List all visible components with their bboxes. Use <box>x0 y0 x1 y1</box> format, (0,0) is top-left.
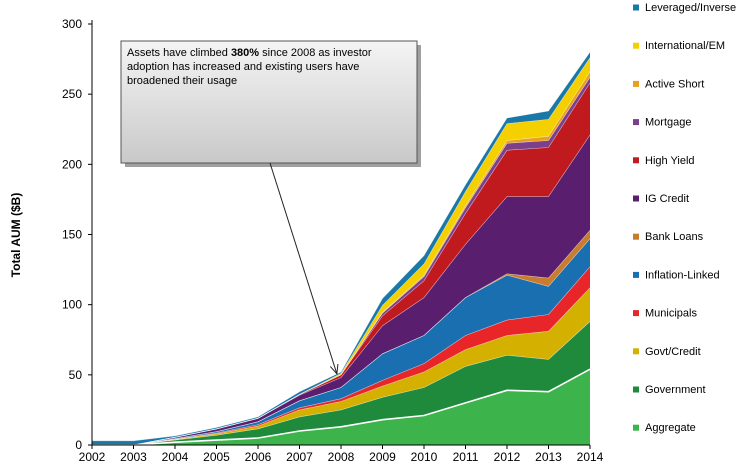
callout-box <box>120 40 418 164</box>
x-tick-label: 2006 <box>245 450 272 463</box>
y-tick-label: 250 <box>62 87 82 101</box>
x-tick-label: 2002 <box>79 450 106 463</box>
legend-label: Bank Loans <box>645 231 704 243</box>
legend-swatch <box>633 233 639 240</box>
y-tick-label: 50 <box>69 368 83 382</box>
x-tick-label: 2008 <box>328 450 355 463</box>
callout-arrowhead <box>329 363 339 375</box>
y-tick-label: 100 <box>62 298 82 312</box>
legend-swatch <box>633 310 639 317</box>
callout-line-3: broadened their usage <box>127 75 237 87</box>
legend-label: Municipals <box>645 308 697 320</box>
callout-line-1: Assets have climbed 380% since 2008 as i… <box>127 47 372 59</box>
legend-swatch <box>633 348 639 355</box>
legend-label: Active Short <box>645 78 704 90</box>
area-government <box>92 321 590 445</box>
x-tick-label: 2014 <box>577 450 604 463</box>
callout-line-2: adoption has increased and existing user… <box>127 61 359 73</box>
y-tick-label: 200 <box>62 157 82 171</box>
edge-bank-loans <box>92 230 591 446</box>
x-tick-label: 2012 <box>494 450 521 463</box>
y-tick-label: 150 <box>62 228 82 242</box>
area-aggregate <box>92 369 590 445</box>
x-tick-label: 2005 <box>203 450 230 463</box>
series-edge-lines <box>92 51 591 446</box>
x-tick-label: 2010 <box>411 450 438 463</box>
x-tick-label: 2007 <box>286 450 313 463</box>
legend-swatch <box>633 386 639 393</box>
legend-label: Aggregate <box>645 422 696 434</box>
legend-label: Mortgage <box>645 117 691 129</box>
legend: Leveraged/Inverse International/EM Active … <box>633 2 736 434</box>
x-tick-label: 2011 <box>453 450 479 463</box>
edge-municipals <box>92 266 591 446</box>
legend-label: International/EM <box>645 40 725 52</box>
area-series-group <box>92 52 590 446</box>
x-tick-label: 2009 <box>369 450 396 463</box>
edge-government <box>92 321 591 446</box>
legend-swatch <box>633 424 639 431</box>
y-axis-label: Total AUM ($B) <box>9 193 23 278</box>
legend-label: Government <box>645 384 706 396</box>
y-tick-label: 0 <box>75 438 82 452</box>
legend-label: IG Credit <box>645 193 689 205</box>
callout-arrow <box>269 162 338 374</box>
x-tick-label: 2013 <box>535 450 562 463</box>
area-ig-credit <box>92 134 590 445</box>
edge-leveraged-inverse <box>92 51 591 442</box>
legend-swatch <box>633 157 639 164</box>
edge-aggregate <box>92 368 591 446</box>
legend-label: Leveraged/Inverse <box>645 2 736 14</box>
legend-label: Inflation-Linked <box>645 269 720 281</box>
y-tick-label: 300 <box>62 17 82 31</box>
legend-swatch <box>633 4 639 11</box>
legend-swatch <box>633 119 639 126</box>
axes: 0 50 100 150 200 250 300 2002 2003 2004 2005 2006 20… <box>62 17 604 463</box>
legend-swatch <box>633 42 639 49</box>
legend-label: Govt/Credit <box>645 346 701 358</box>
annotation-callout: Assets have climbed 380% since 2008 as i… <box>120 40 421 375</box>
legend-swatch <box>633 195 639 202</box>
x-tick-label: 2004 <box>162 450 189 463</box>
legend-swatch <box>633 271 639 278</box>
edge-international-em <box>92 57 591 446</box>
legend-label: High Yield <box>645 155 695 167</box>
x-tick-label: 2003 <box>120 450 147 463</box>
legend-swatch <box>633 80 639 87</box>
